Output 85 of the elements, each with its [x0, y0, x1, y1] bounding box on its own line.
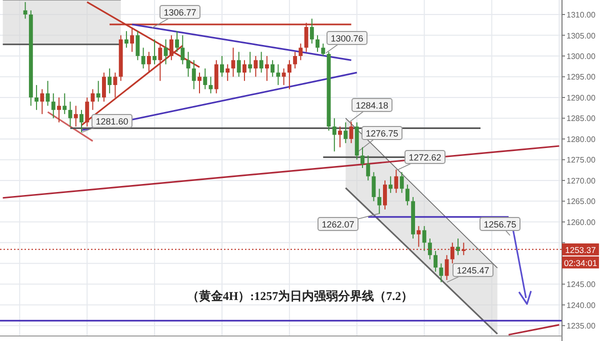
annotation: 1284.18: [356, 100, 388, 110]
candlestick: [316, 34, 320, 52]
y-tick-label: 1265.00: [566, 197, 596, 206]
candlestick: [298, 43, 303, 61]
candlestick: [74, 105, 78, 128]
candlestick: [198, 72, 202, 94]
candlestick: [242, 60, 246, 82]
candlestick: [141, 47, 146, 69]
candlestick: [80, 109, 84, 133]
candlestick: [124, 30, 128, 48]
y-tick-label: 1285.00: [566, 114, 596, 124]
candlestick: [428, 238, 432, 260]
candlestick: [34, 84, 38, 110]
y-tick-label: 1245.00: [566, 280, 596, 290]
candlestick: [405, 184, 410, 206]
y-tick-label: 1305.00: [566, 31, 596, 40]
annotation: （黄金4H）:1257为日内强弱分界线（7.2）: [186, 289, 414, 303]
y-tick-label: 1260.00: [566, 218, 596, 227]
candlestick: [62, 92, 67, 115]
candlestick: [113, 72, 118, 98]
candlestick: [338, 126, 342, 148]
candlestick: [108, 68, 112, 94]
candlestick: [259, 51, 264, 74]
candlestick: [321, 43, 326, 56]
candlestick: [287, 60, 292, 90]
y-tick-label: 1275.00: [566, 156, 596, 165]
candlestick: [377, 188, 382, 214]
text: 02:34:01: [564, 258, 598, 268]
annotation: 1306.77: [164, 8, 196, 18]
candlestick: [394, 169, 398, 194]
candlestick: [248, 51, 252, 74]
y-tick-label: 1300.00: [566, 52, 596, 61]
candlestick: [360, 146, 364, 168]
candlestick: [276, 64, 280, 86]
y-tick-label: 1240.00: [566, 300, 596, 310]
annotation: 1256.75: [484, 220, 516, 230]
candlestick: [332, 118, 336, 152]
candlestick: [388, 176, 393, 194]
annotation: 1300.76: [330, 34, 364, 44]
annotation: 1245.47: [456, 266, 490, 276]
candlestick: [226, 64, 230, 82]
y-tick-label: 1310.00: [566, 10, 596, 20]
candlestick: [439, 262, 444, 283]
y-tick-label: 1270.00: [566, 176, 596, 186]
annotation: 1276.75: [366, 128, 398, 138]
candlestick: [40, 88, 44, 115]
candlestick: [422, 226, 426, 252]
candlestick: [102, 72, 106, 102]
candlestick: [180, 34, 185, 65]
y-tick-label: 1295.00: [566, 72, 596, 82]
candlestick: [400, 172, 404, 194]
candlestick: [310, 18, 314, 44]
candlestick: [186, 51, 190, 78]
y-tick-label: 1290.00: [566, 93, 596, 102]
candlestick: [136, 30, 140, 61]
candlestick: [231, 47, 236, 78]
candlestick: [130, 27, 134, 52]
candlestick: [146, 51, 151, 74]
candlestick: [434, 250, 438, 272]
candlestick: [270, 60, 275, 78]
candlestick: [444, 254, 449, 280]
candlestick: [236, 51, 241, 78]
candlestick: [51, 92, 56, 119]
candlestick: [152, 38, 157, 65]
candlestick: [416, 226, 421, 248]
annotation: 1262.07: [322, 220, 354, 230]
candlestick: [96, 80, 100, 102]
y-tick-label: 1280.00: [566, 134, 596, 144]
candlestick: [383, 180, 387, 210]
candlestick: [282, 68, 286, 86]
candlestick: [192, 60, 196, 90]
candlestick: [293, 51, 298, 69]
annotation: 1281.60: [96, 116, 128, 126]
candlestick: [23, 2, 28, 20]
candlestick: [175, 30, 179, 52]
candlestick: [366, 155, 370, 181]
candlestick: [254, 56, 258, 78]
candlestick: [203, 68, 208, 90]
candlestick: [164, 38, 168, 65]
candlestick: [220, 56, 224, 78]
ref-line-label: 1253.37: [565, 244, 596, 255]
candlestick: [57, 96, 61, 123]
candlestick: [344, 122, 348, 144]
y-tick-label: 1235.00: [566, 322, 596, 331]
candlestick: [264, 56, 269, 82]
